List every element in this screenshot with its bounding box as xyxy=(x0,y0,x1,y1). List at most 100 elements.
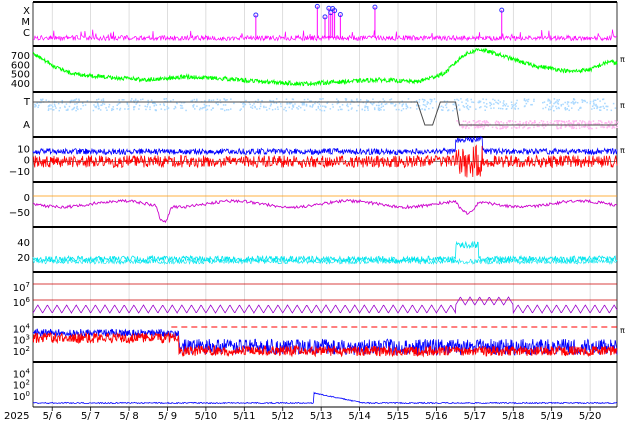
sector-dot xyxy=(167,107,170,109)
sector-dot xyxy=(377,108,380,111)
sector-dot xyxy=(145,108,147,111)
sector-dot xyxy=(478,100,481,102)
sector-dot xyxy=(97,98,100,100)
sector-dot xyxy=(225,99,227,101)
sector-dot xyxy=(553,109,555,112)
sector-dot xyxy=(225,109,228,111)
sector-dot xyxy=(523,126,526,128)
sector-dot xyxy=(582,99,584,102)
sector-dot xyxy=(550,108,552,111)
sector-dot xyxy=(311,106,313,108)
sector-dot xyxy=(603,107,605,110)
sector-dot xyxy=(233,102,235,105)
sector-dot xyxy=(239,109,241,112)
sector-dot xyxy=(466,98,469,100)
sector-dot xyxy=(454,107,456,110)
sector-dot xyxy=(461,101,463,103)
sector-dot xyxy=(174,105,177,108)
sector-dot xyxy=(194,108,196,110)
sector-dot xyxy=(37,106,39,109)
sector-dot xyxy=(492,98,494,101)
sector-dot xyxy=(288,106,291,109)
sector-dot xyxy=(507,105,509,108)
sector-dot xyxy=(378,104,380,107)
sector-dot xyxy=(477,126,479,129)
sector-dot xyxy=(326,102,328,105)
sector-dot xyxy=(361,108,363,111)
sector-dot xyxy=(538,125,540,128)
sector-dot xyxy=(320,109,323,112)
sector-dot xyxy=(493,103,495,105)
sector-dot xyxy=(465,102,467,105)
sector-dot xyxy=(571,107,573,109)
sector-dot xyxy=(418,101,420,103)
sector-dot xyxy=(273,102,275,104)
sector-dot xyxy=(97,107,100,110)
sector-dot xyxy=(372,98,374,100)
sector-dot xyxy=(208,99,211,101)
sector-dot xyxy=(556,127,559,130)
sector-dot xyxy=(564,108,567,111)
sector-dot xyxy=(462,120,465,122)
sector-dot xyxy=(97,104,99,106)
sector-dot xyxy=(224,104,227,106)
sector-dot xyxy=(154,102,156,105)
sector-dot xyxy=(464,127,467,130)
sector-dot xyxy=(555,101,557,103)
sector-dot xyxy=(324,105,326,108)
sector-dot xyxy=(150,99,153,101)
sector-dot xyxy=(568,122,571,125)
sector-dot xyxy=(502,105,504,107)
sector-dot xyxy=(421,98,424,101)
sector-dot xyxy=(461,125,463,128)
y-tick-label: 500 xyxy=(11,70,30,81)
sector-dot xyxy=(285,109,287,112)
panels-layer: XMC700600500400πTAπ100−10π0−504020107106… xyxy=(9,1,625,407)
sector-dot xyxy=(366,100,369,102)
sector-dot xyxy=(588,125,590,127)
sector-dot xyxy=(591,105,594,108)
sector-dot xyxy=(595,127,598,129)
sector-dot xyxy=(319,105,322,107)
sector-dot xyxy=(616,121,619,123)
sector-dot xyxy=(251,107,254,109)
sector-dot xyxy=(546,104,548,106)
sector-dot xyxy=(254,105,256,108)
sector-dot xyxy=(54,105,57,108)
sector-dot xyxy=(572,127,575,130)
electron-line xyxy=(32,296,618,315)
sector-dot xyxy=(511,105,514,108)
sector-dot xyxy=(593,102,595,105)
sector-dot xyxy=(47,109,50,112)
sector-dot xyxy=(501,127,503,130)
sector-dot xyxy=(322,105,324,107)
sector-dot xyxy=(474,122,476,124)
bz-line xyxy=(32,144,618,178)
sector-dot xyxy=(525,102,528,105)
sector-dot xyxy=(280,105,282,108)
sector-dot xyxy=(506,123,509,126)
sector-dot xyxy=(603,126,606,128)
sector-dot xyxy=(592,100,595,103)
sector-dot xyxy=(181,107,184,109)
sector-dot xyxy=(297,108,299,110)
sector-dot xyxy=(560,120,563,122)
x-tick-label: 5/12 xyxy=(272,411,294,422)
sector-dot xyxy=(606,126,609,128)
sector-dot xyxy=(572,102,574,104)
sector-dot xyxy=(584,125,587,128)
sector-dot xyxy=(571,123,574,126)
sector-dot xyxy=(599,106,601,109)
sector-dot xyxy=(570,122,573,125)
sector-dot xyxy=(527,100,529,103)
sector-dot xyxy=(369,102,372,104)
sector-dot xyxy=(500,120,502,123)
sector-dot xyxy=(581,120,584,122)
sector-dot xyxy=(581,101,584,103)
sector-dot xyxy=(204,100,206,102)
sector-dot xyxy=(169,100,172,103)
sector-dot xyxy=(134,98,137,101)
sector-dot xyxy=(575,120,577,122)
sector-dot xyxy=(341,104,344,106)
sector-dot xyxy=(111,108,113,110)
